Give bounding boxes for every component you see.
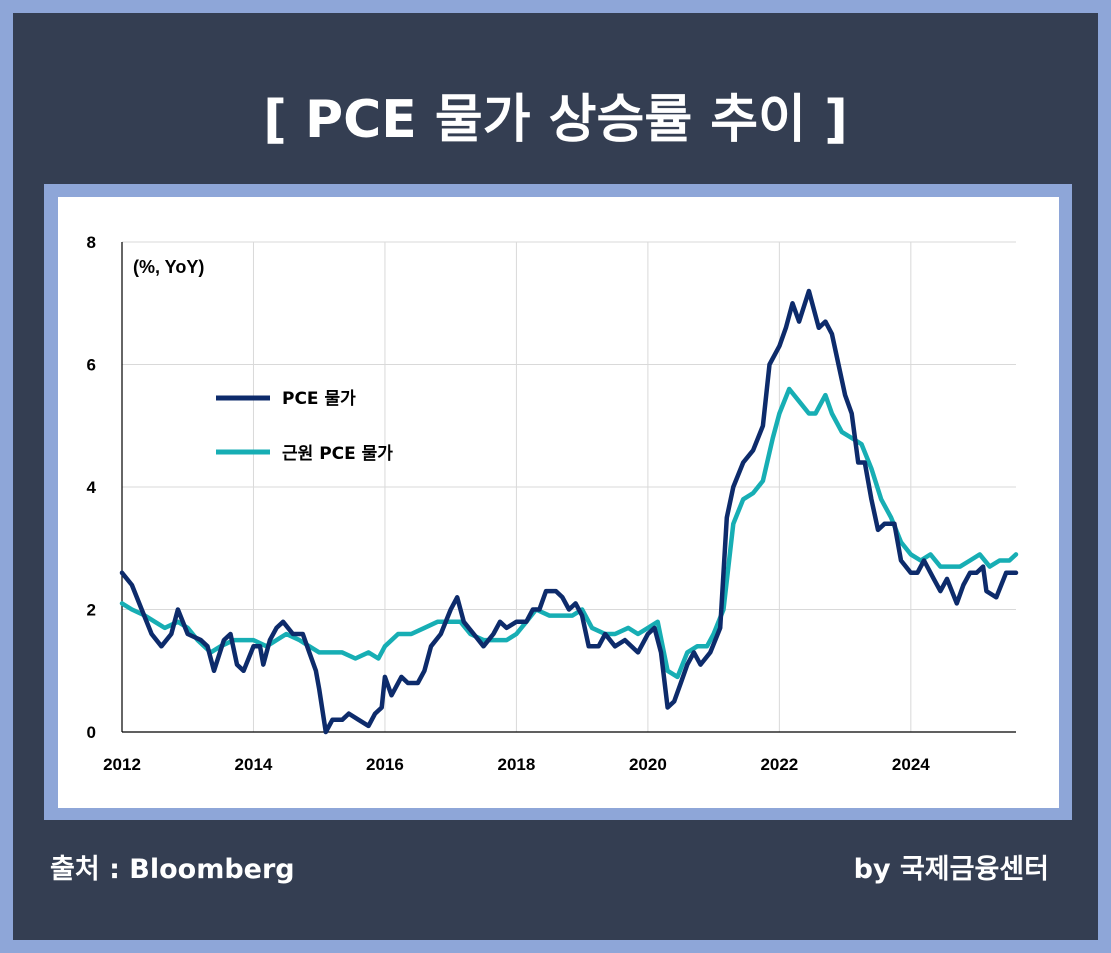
x-tick-label: 2024 — [892, 755, 930, 774]
legend: PCE 물가 근원 PCE 물가 — [216, 389, 393, 464]
series-lines — [119, 288, 1019, 735]
x-tick-label: 2014 — [235, 755, 273, 774]
legend-label-pce: PCE 물가 — [282, 389, 356, 409]
series-line-core-pce — [119, 386, 1019, 680]
source-note: 출처 : Bloomberg — [50, 854, 295, 885]
x-tick-label: 2022 — [760, 755, 798, 774]
x-tick-label: 2016 — [366, 755, 404, 774]
legend-label-core-pce: 근원 PCE 물가 — [282, 444, 393, 464]
pce-line-chart: 2012 2014 2016 2018 2020 2022 2024 0 2 4 6 8 (%, Y… — [87, 233, 1019, 774]
x-axis: 2012 2014 2016 2018 2020 2022 2024 — [103, 731, 1016, 774]
y-tick-label: 6 — [87, 356, 96, 375]
x-tick-label: 2012 — [103, 755, 141, 774]
series-line-pce — [119, 288, 1019, 735]
y-tick-label: 0 — [87, 723, 96, 742]
x-tick-label: 2018 — [497, 755, 535, 774]
y-tick-label: 4 — [87, 478, 97, 497]
chart-grid — [122, 241, 1016, 732]
chart-background — [58, 197, 1059, 808]
y-tick-label: 8 — [87, 233, 96, 252]
credit-note: by 국제금융센터 — [853, 854, 1049, 885]
y-axis: 0 2 4 6 8 — [87, 233, 123, 742]
x-tick-label: 2020 — [629, 755, 667, 774]
page-title: [ PCE 물가 상승률 추이 ] — [263, 90, 848, 150]
unit-label: (%, YoY) — [133, 257, 204, 277]
y-tick-label: 2 — [87, 601, 96, 620]
